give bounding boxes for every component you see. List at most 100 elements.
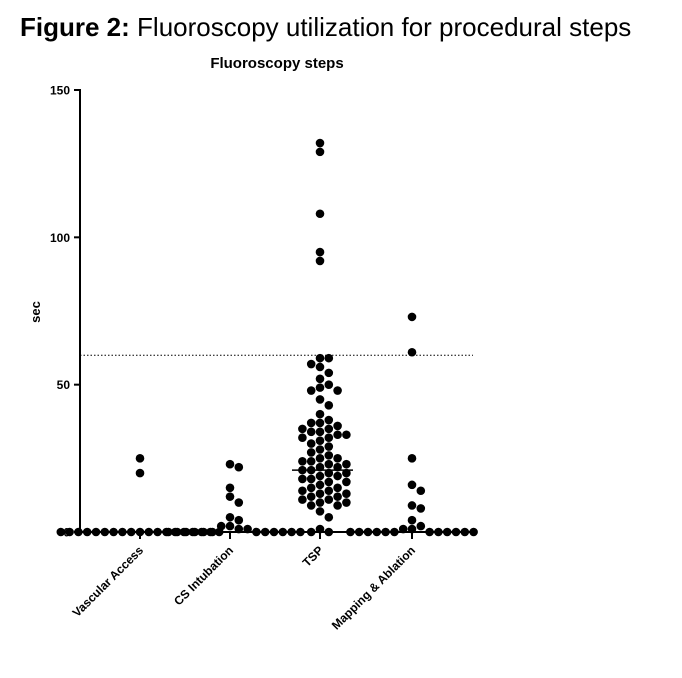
data-point <box>324 486 334 496</box>
data-point <box>407 524 417 534</box>
data-point <box>65 527 74 537</box>
data-point <box>315 498 325 507</box>
data-point <box>460 527 470 537</box>
data-point <box>306 448 316 457</box>
data-point <box>324 468 334 478</box>
data-point <box>315 480 325 490</box>
data-point <box>363 527 373 537</box>
data-point <box>315 138 325 148</box>
data-point <box>199 527 208 537</box>
data-point <box>100 527 110 537</box>
figure-caption: Fluoroscopy utilization for procedural s… <box>137 12 632 42</box>
figure-title: Figure 2: Fluoroscopy utilization for pr… <box>20 12 631 43</box>
data-point <box>354 527 364 537</box>
data-point <box>333 492 342 501</box>
data-point <box>225 459 235 469</box>
data-point <box>315 395 325 404</box>
data-point <box>324 380 334 389</box>
data-point <box>118 527 127 537</box>
data-point <box>315 445 325 454</box>
data-point <box>225 521 235 531</box>
data-point <box>342 477 351 487</box>
data-point <box>333 454 342 463</box>
data-point <box>252 527 261 537</box>
data-point <box>243 524 252 534</box>
data-point <box>315 362 325 372</box>
data-point <box>333 483 342 493</box>
data-point <box>407 347 417 357</box>
data-point <box>306 483 316 493</box>
x-tick-label: TSP <box>300 543 326 569</box>
data-point <box>315 374 325 384</box>
data-point <box>216 521 226 531</box>
data-point <box>346 527 355 537</box>
data-point <box>56 527 66 537</box>
data-point <box>372 527 382 537</box>
x-tick-label: Vascular Access <box>70 543 147 620</box>
data-point <box>324 353 334 363</box>
data-point <box>324 368 334 378</box>
data-point <box>315 409 325 419</box>
data-point <box>135 468 145 478</box>
data-point <box>234 462 244 472</box>
data-point <box>434 527 443 537</box>
data-point <box>109 527 118 537</box>
data-point <box>278 527 288 537</box>
y-ticks: 050100150 <box>50 84 80 540</box>
data-point <box>74 527 83 537</box>
data-point <box>324 424 334 434</box>
data-point <box>315 524 325 534</box>
data-point <box>324 451 334 460</box>
data-point <box>298 456 307 466</box>
data-point <box>135 454 145 463</box>
data-point <box>342 489 351 498</box>
data-point <box>324 527 334 537</box>
data-point <box>298 474 307 484</box>
data-point <box>398 524 408 534</box>
data-point <box>333 501 342 510</box>
data-point <box>451 527 461 537</box>
data-point <box>407 454 417 463</box>
data-point <box>306 527 316 537</box>
data-point <box>306 418 316 428</box>
data-point <box>153 527 162 537</box>
x-tick-label: Mapping & Ablation <box>329 543 418 632</box>
data-point <box>442 527 452 537</box>
y-tick-label: 150 <box>50 84 70 98</box>
data-point <box>315 489 325 498</box>
data-point <box>333 462 342 472</box>
chart-title: Fluoroscopy steps <box>210 55 343 72</box>
data-point <box>324 512 334 522</box>
data-point <box>416 486 426 496</box>
data-point <box>225 512 235 522</box>
data-point <box>315 147 325 157</box>
data-point <box>315 462 325 472</box>
data-point <box>315 256 325 266</box>
data-point <box>469 527 478 537</box>
data-point <box>306 501 316 510</box>
data-point <box>234 524 244 534</box>
x-ticks: Vascular Access CS Intubation TSP Mapping &… <box>70 532 418 632</box>
data-point <box>298 433 307 443</box>
data-point <box>82 527 92 537</box>
data-point <box>144 527 154 537</box>
data-point <box>407 312 417 322</box>
data-point <box>324 477 334 487</box>
data-point <box>306 492 316 501</box>
data-point <box>381 527 390 537</box>
data-point <box>315 209 325 219</box>
data-point <box>315 427 325 437</box>
data-point <box>425 527 434 537</box>
data-point <box>135 527 145 537</box>
data-point <box>324 400 334 410</box>
data-point <box>324 415 334 425</box>
x-tick-label: CS Intubation <box>171 543 236 608</box>
y-tick-label: 50 <box>57 378 71 392</box>
data-point <box>234 498 244 507</box>
data-point <box>342 498 351 507</box>
data-point <box>342 468 351 478</box>
data-point <box>315 471 325 481</box>
data-point <box>306 474 316 484</box>
data-point <box>126 527 136 537</box>
